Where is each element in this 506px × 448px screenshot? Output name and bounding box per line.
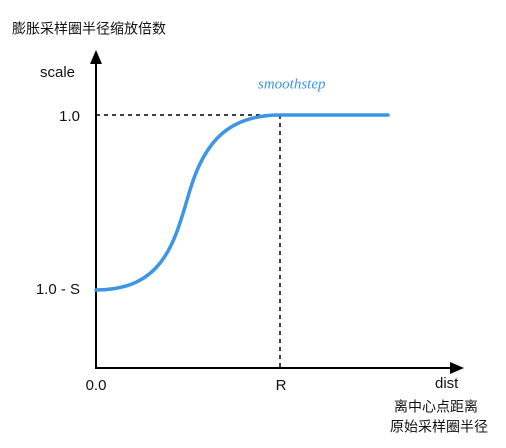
y-tick-label: 1.0 bbox=[59, 108, 80, 125]
y-tick-label: 1.0 - S bbox=[36, 281, 80, 298]
x-axis-arrow bbox=[450, 362, 464, 374]
y-axis-title: 膨胀采样圈半径缩放倍数 bbox=[12, 21, 166, 37]
x-tick-label: R bbox=[276, 377, 287, 394]
y-axis-arrow bbox=[90, 50, 102, 64]
x-axis-label: dist bbox=[435, 375, 459, 392]
x-axis-note: 离中心点距离 bbox=[394, 399, 478, 415]
x-tick-label: 0.0 bbox=[86, 377, 107, 394]
smoothstep-curve bbox=[94, 113, 390, 292]
x-axis-note: 原始采样圈半径 bbox=[390, 419, 488, 435]
curve-label: smoothstep bbox=[258, 76, 326, 92]
y-axis-label: scale bbox=[40, 64, 75, 81]
